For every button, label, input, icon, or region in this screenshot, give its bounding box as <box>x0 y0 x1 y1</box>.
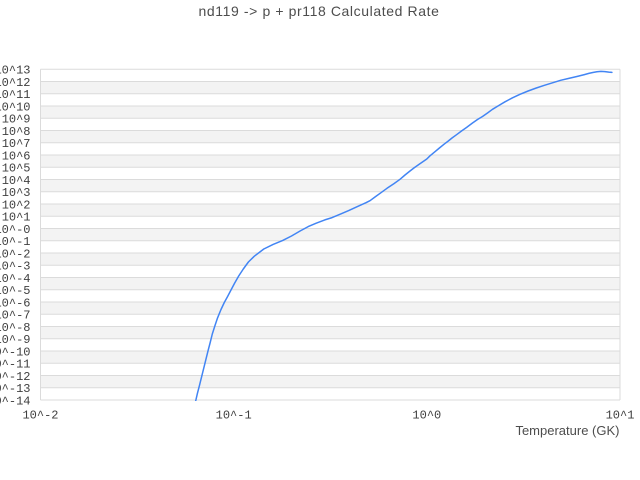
svg-text:10^3: 10^3 <box>2 186 31 200</box>
svg-text:10^6: 10^6 <box>2 149 31 163</box>
svg-text:10^-14: 10^-14 <box>0 394 31 408</box>
svg-text:10^-0: 10^-0 <box>0 223 31 237</box>
svg-text:10^-1: 10^-1 <box>0 235 31 249</box>
svg-text:10^-2: 10^-2 <box>0 247 31 261</box>
svg-text:10^-11: 10^-11 <box>0 358 31 372</box>
svg-text:nd119 -> p + pr118 Calculated: nd119 -> p + pr118 Calculated Rate <box>199 3 440 19</box>
svg-text:Temperature (GK): Temperature (GK) <box>515 423 619 438</box>
svg-text:10^-10: 10^-10 <box>0 345 31 359</box>
svg-text:10^11: 10^11 <box>0 88 31 102</box>
svg-text:10^-9: 10^-9 <box>0 333 31 347</box>
svg-text:10^7: 10^7 <box>2 137 31 151</box>
svg-text:10^-2: 10^-2 <box>22 409 58 423</box>
svg-text:10^2: 10^2 <box>2 198 31 212</box>
svg-text:10^12: 10^12 <box>0 76 31 90</box>
svg-text:10^4: 10^4 <box>2 174 31 188</box>
svg-text:10^-4: 10^-4 <box>0 272 31 286</box>
svg-text:10^1: 10^1 <box>606 409 635 423</box>
svg-text:10^-3: 10^-3 <box>0 260 31 274</box>
svg-text:10^1: 10^1 <box>2 211 31 225</box>
svg-text:10^9: 10^9 <box>2 113 31 127</box>
svg-text:10^-5: 10^-5 <box>0 284 31 298</box>
svg-text:10^-1: 10^-1 <box>216 409 252 423</box>
svg-text:10^8: 10^8 <box>2 125 31 139</box>
svg-text:10^0: 10^0 <box>412 409 441 423</box>
svg-text:10^-12: 10^-12 <box>0 370 31 384</box>
svg-text:10^10: 10^10 <box>0 100 31 114</box>
svg-text:10^-7: 10^-7 <box>0 309 31 323</box>
svg-text:10^-8: 10^-8 <box>0 321 31 335</box>
svg-text:10^-13: 10^-13 <box>0 382 31 396</box>
svg-text:10^13: 10^13 <box>0 64 31 78</box>
svg-text:10^-6: 10^-6 <box>0 296 31 310</box>
svg-text:10^5: 10^5 <box>2 162 31 176</box>
